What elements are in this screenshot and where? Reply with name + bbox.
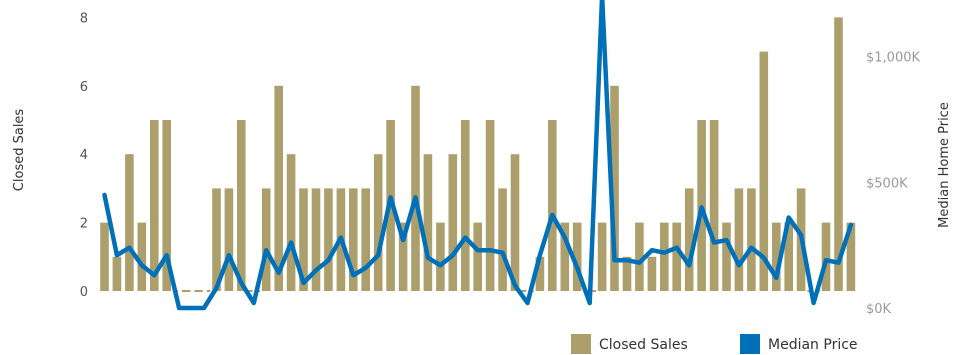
left-axis-tick-label: 4: [80, 148, 88, 163]
closed-sales-bar: [846, 222, 856, 291]
legend: Closed Sales Median Price: [571, 334, 858, 354]
closed-sales-bar: [647, 256, 657, 291]
closed-sales-bar: [473, 222, 482, 291]
closed-sales-bar: [498, 188, 507, 291]
closed-sales-bar: [311, 188, 321, 291]
closed-sales-bar: [423, 154, 433, 291]
closed-sales-bar: [597, 222, 607, 291]
closed-sales-bar: [759, 51, 769, 291]
closed-sales-bar: [834, 17, 843, 292]
closed-sales-bar: [274, 85, 283, 291]
closed-sales-bar: [684, 188, 694, 291]
closed-sales-bar: [299, 188, 308, 291]
left-axis-tick-label: 2: [80, 217, 88, 232]
closed-sales-bar: [411, 85, 420, 291]
right-axis-tick-label: $0K: [866, 302, 892, 317]
closed-sales-bar: [150, 120, 159, 291]
closed-sales-bar: [261, 188, 271, 291]
closed-sales-bar: [722, 222, 731, 291]
closed-sales-bar: [784, 222, 793, 291]
legend-swatch-median-price: [740, 334, 760, 354]
closed-sales-bar: [212, 188, 221, 291]
closed-sales-bar: [485, 120, 495, 291]
closed-sales-bar: [137, 222, 147, 291]
right-axis-tick-label: $500K: [866, 176, 908, 191]
closed-sales-bar: [162, 120, 171, 291]
closed-sales-bar: [100, 222, 109, 291]
closed-sales-bar: [398, 222, 408, 291]
left-axis-tick-label: 6: [80, 80, 88, 95]
closed-sales-bar: [436, 222, 445, 291]
left-axis-ticks: 0 2 4 6 8: [80, 11, 88, 300]
legend-label-closed-sales: Closed Sales: [599, 337, 688, 353]
closed-sales-bar: [548, 120, 557, 291]
closed-sales-bar: [373, 154, 383, 291]
right-axis-ticks: $0K $500K $1,000K: [866, 51, 920, 317]
closed-sales-bar: [635, 222, 644, 291]
closed-sales-bar: [560, 222, 570, 291]
closed-sales-bar: [448, 154, 458, 291]
median-price-line: [102, 0, 854, 311]
closed-sales-bar: [112, 256, 122, 291]
closed-sales-bar: [224, 188, 234, 291]
closed-sales-bar: [734, 188, 744, 291]
closed-sales-bar: [660, 222, 669, 291]
closed-sales-bar: [709, 120, 719, 291]
closed-sales-bar: [622, 256, 632, 291]
closed-sales-bar: [125, 154, 134, 291]
closed-sales-bar: [361, 188, 370, 291]
closed-sales-bar: [672, 222, 681, 291]
legend-label-median-price: Median Price: [768, 337, 858, 353]
closed-sales-bar: [610, 85, 619, 291]
closed-sales-bar: [572, 222, 582, 291]
closed-sales-bar: [510, 154, 520, 291]
closed-sales-bar: [237, 120, 246, 291]
closed-sales-bar: [821, 222, 831, 291]
closed-sales-bar: [349, 188, 358, 291]
y-left-axis-title: Closed Sales: [12, 109, 27, 192]
right-axis-tick-label: $1,000K: [866, 51, 920, 66]
left-axis-tick-label: 8: [80, 11, 88, 26]
closed-sales-bar: [772, 222, 781, 291]
legend-swatch-closed-sales: [571, 334, 591, 354]
closed-sales-bar: [324, 188, 333, 291]
closed-sales-bar: [535, 256, 545, 291]
closed-sales-bar: [461, 120, 470, 291]
y-right-axis-title: Median Home Price: [937, 102, 952, 228]
left-axis-tick-label: 0: [80, 285, 88, 300]
closed-sales-bar: [747, 188, 756, 291]
closed-sales-bar: [286, 154, 296, 291]
